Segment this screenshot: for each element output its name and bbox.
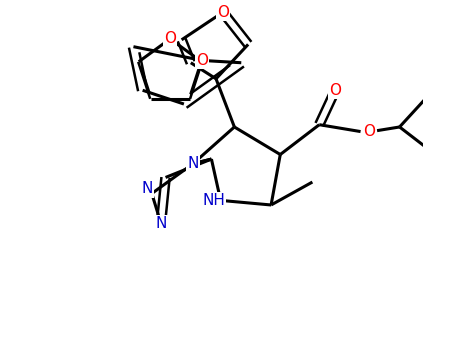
Text: O: O — [329, 83, 341, 98]
Text: NH: NH — [202, 193, 225, 208]
Text: O: O — [217, 5, 229, 20]
Text: N: N — [155, 216, 167, 231]
Text: O: O — [363, 124, 375, 139]
Text: N: N — [187, 156, 199, 171]
Text: O: O — [164, 32, 176, 47]
Text: O: O — [196, 53, 208, 68]
Text: N: N — [142, 181, 153, 196]
